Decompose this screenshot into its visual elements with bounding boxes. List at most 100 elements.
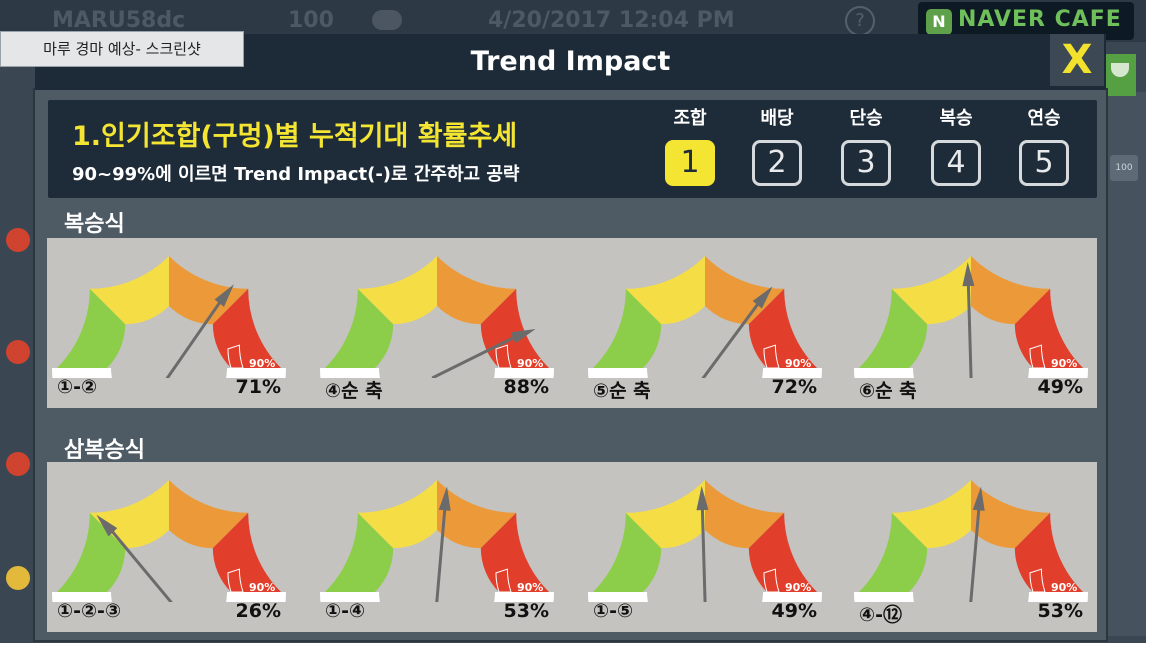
gauge-rim bbox=[588, 368, 822, 378]
tab-4[interactable]: 복승 4 bbox=[924, 106, 988, 196]
gauge: 90% ④-⑫ 53% bbox=[853, 470, 1097, 632]
gauge-zone bbox=[89, 256, 169, 325]
section-title: 복승식 bbox=[64, 212, 125, 237]
tab-label: 조합 bbox=[673, 108, 707, 129]
gauge-percent: 71% bbox=[235, 376, 281, 398]
gauge-needle bbox=[700, 508, 707, 602]
gauge-needle-head bbox=[438, 486, 451, 511]
gem-icon bbox=[372, 10, 402, 30]
gauge-label: ①-④ bbox=[325, 600, 366, 622]
gauge: 90% ①-④ 53% bbox=[319, 470, 563, 632]
screenshot-caption: 마루 경마 예상- 스크린샷 bbox=[0, 31, 244, 67]
gauge: 90% ⑤순 축 72% bbox=[587, 246, 831, 408]
left-side-icons bbox=[0, 88, 36, 628]
gauge-zone bbox=[971, 256, 1051, 325]
gauge-zone bbox=[357, 256, 437, 325]
gauge-threshold-band bbox=[763, 344, 780, 369]
gauge-threshold-label: 90% bbox=[785, 581, 811, 594]
tab-label: 복승 bbox=[939, 108, 973, 129]
tab-number: 5 bbox=[1019, 140, 1069, 186]
gauge-percent: 26% bbox=[235, 600, 281, 622]
gauge-zone bbox=[57, 288, 126, 368]
gauge-threshold-label: 90% bbox=[249, 581, 275, 594]
help-icon[interactable]: ? bbox=[845, 6, 875, 36]
gauge-threshold-band bbox=[227, 568, 244, 593]
gauge-panel: 90% ①-② 71% 90% ④순 축 88% 90% ⑤순 축 72% 90% ⑥순 축 49% bbox=[47, 238, 1097, 408]
right-side-strip bbox=[1104, 92, 1146, 636]
gauge: 90% ①-⑤ 49% bbox=[587, 470, 831, 632]
gauge-zone bbox=[437, 256, 517, 325]
gauge-dial: 90% bbox=[52, 256, 286, 378]
info-header: 1.인기조합(구멍)별 누적기대 확률추세 90~99%에 이르면 Trend … bbox=[48, 100, 1097, 198]
gauge-needle bbox=[966, 284, 973, 378]
gauge-zone bbox=[705, 480, 785, 549]
gauge-needle-head bbox=[696, 486, 709, 511]
gauge-rim bbox=[52, 368, 286, 378]
gauge-threshold-band bbox=[1029, 568, 1046, 593]
gauge: 90% ①-②-③ 26% bbox=[51, 470, 295, 632]
gauge-percent: 49% bbox=[1037, 376, 1083, 398]
gauge-zone bbox=[859, 288, 928, 368]
gauge-percent: 72% bbox=[771, 376, 817, 398]
gauge-zone bbox=[437, 480, 517, 549]
gauge-percent: 49% bbox=[771, 600, 817, 622]
datetime: 4/20/2017 12:04 PM bbox=[488, 8, 735, 33]
gauge-needle-head bbox=[962, 262, 975, 287]
tab-label: 단승 bbox=[849, 108, 883, 129]
gauge-zone bbox=[357, 480, 437, 549]
gauge-label: ①-⑤ bbox=[593, 600, 634, 622]
gauge: 90% ①-② 71% bbox=[51, 246, 295, 408]
tab-label: 배당 bbox=[760, 108, 794, 129]
gauge-zone bbox=[859, 512, 928, 592]
side-badge-icon bbox=[6, 452, 30, 476]
naver-cafe-link[interactable]: N NAVER CAFE bbox=[918, 2, 1134, 40]
side-badge-icon bbox=[6, 340, 30, 364]
subtext: 90~99%에 이르면 Trend Impact(-)로 간주하고 공략 bbox=[72, 164, 520, 185]
section-title: 삼복승식 bbox=[64, 438, 145, 463]
gauge-zone bbox=[169, 256, 249, 325]
tab-5[interactable]: 연승 5 bbox=[1012, 106, 1076, 196]
gauge-needle bbox=[969, 508, 981, 602]
count-value: 100 bbox=[288, 8, 334, 33]
gauge-label: ①-② bbox=[57, 376, 98, 398]
gauge-zone bbox=[705, 256, 785, 325]
gauge-percent: 53% bbox=[503, 600, 549, 622]
gauge-needle bbox=[165, 301, 221, 378]
naver-cafe-label: NAVER CAFE bbox=[958, 7, 1122, 32]
app-top-bar: MARU58dc 100 4/20/2017 12:04 PM ? N NAVE… bbox=[0, 0, 1146, 42]
gauge-rim bbox=[854, 368, 1088, 378]
gauge-panel: 90% ①-②-③ 26% 90% ①-④ 53% 90% ①-⑤ 49% 90% ④-⑫ 53% bbox=[47, 462, 1097, 632]
gauge-needle-head bbox=[752, 286, 773, 309]
tab-number: 1 bbox=[665, 140, 715, 186]
gauge-dial: 90% bbox=[320, 256, 554, 378]
tab-number: 3 bbox=[841, 140, 891, 186]
tab-number: 4 bbox=[931, 140, 981, 186]
gauge-zone bbox=[625, 256, 705, 325]
gauge-dial: 90% bbox=[588, 480, 822, 602]
gauge-label: ⑤순 축 bbox=[593, 380, 651, 402]
gauge-needle bbox=[435, 508, 447, 602]
close-button[interactable]: X bbox=[1050, 34, 1104, 86]
gauge-label: ①-②-③ bbox=[57, 600, 122, 622]
gauge-threshold-band bbox=[495, 344, 512, 369]
gauge-zone bbox=[593, 288, 662, 368]
side-count-badge: 100 bbox=[1110, 155, 1138, 181]
gauge-zone bbox=[891, 480, 971, 549]
gauge-dial: 90% bbox=[854, 480, 1088, 602]
gauge-threshold-label: 90% bbox=[517, 357, 543, 370]
gauge-threshold-band bbox=[1029, 344, 1046, 369]
trophy-icon[interactable] bbox=[1104, 54, 1136, 96]
gauge-rim bbox=[854, 592, 1088, 602]
gauge-zone bbox=[891, 256, 971, 325]
gauge-dial: 90% bbox=[320, 480, 554, 602]
naver-logo-icon: N bbox=[926, 9, 952, 35]
user-id: MARU58dc bbox=[52, 8, 186, 33]
tab-1[interactable]: 조합 1 bbox=[658, 106, 722, 196]
tab-3[interactable]: 단승 3 bbox=[834, 106, 898, 196]
side-badge-icon bbox=[6, 566, 30, 590]
tab-label: 연승 bbox=[1027, 108, 1061, 129]
gauge-rim bbox=[52, 592, 286, 602]
gauge-percent: 53% bbox=[1037, 600, 1083, 622]
tab-2[interactable]: 배당 2 bbox=[745, 106, 809, 196]
gauge-needle bbox=[701, 303, 759, 378]
